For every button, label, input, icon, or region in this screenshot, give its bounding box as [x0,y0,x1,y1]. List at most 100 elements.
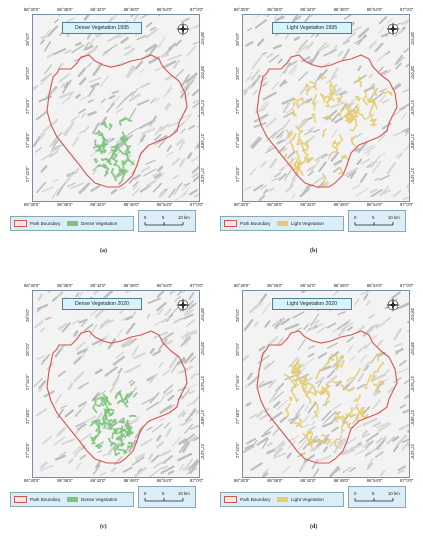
map-panel-4: Light Vegetation 2020 86°30'0" 86°30'0" 86°… [214,276,420,550]
x-tick-label-top: 86°36'0" [57,7,73,12]
legend: Park Boundary Dense Vegetation [10,216,134,231]
x-tick-label-top: 86°30'0" [24,7,40,12]
vegetation-swatch [277,497,288,503]
y-tick-label-right: 28°6'0" [410,308,415,322]
map-panel-3: Dense Vegetation 2020 86°30'0" 86°30'0" 86°… [4,276,210,550]
y-tick-label-right: 28°6'0" [200,32,205,46]
x-tick-label-bottom: 86°54'0" [366,478,383,483]
map-title: Light Vegetation 1995 [272,22,352,34]
scale-label: 0 [354,215,357,220]
panel-caption: (c) [100,524,107,530]
y-tick-label-left: 27°42'0" [25,442,30,458]
terrain-hillshade [33,15,199,201]
x-tick-label-bottom: 86°42'0" [90,202,106,207]
legend: Park Boundary Light Vegetation [220,216,344,231]
legend-label-boundary: Park Boundary [240,221,271,226]
map-canvas [243,291,409,477]
x-tick-label-top: 86°42'0" [300,283,316,288]
scale-label: 0 [144,215,147,220]
y-tick-label-left: 28°0'0" [235,66,240,80]
y-tick-label-right: 27°48'0" [410,410,415,426]
park-boundary-line [256,330,398,464]
y-tick-label-right: 27°48'0" [200,134,205,150]
y-tick-label-left: 28°6'0" [25,308,30,322]
scale-label: 10 km [178,491,190,496]
x-tick-label-bottom: 86°42'0" [90,478,106,483]
x-tick-label-top: 86°30'0" [24,283,40,288]
x-tick-label-top: 86°30'0" [234,283,250,288]
y-tick-label-right: 27°54'0" [200,100,205,116]
legend: Park Boundary Light Vegetation [220,492,344,507]
y-tick-label-left: 28°0'0" [25,342,30,356]
x-tick-label-bottom: 87°0'0" [400,202,414,207]
x-tick-label-top: 86°48'0" [333,7,350,12]
x-tick-label-top: 86°36'0" [267,7,283,12]
x-tick-label-bottom: 86°54'0" [156,478,173,483]
scale-label: 10 km [178,215,190,220]
x-tick-label-top: 86°42'0" [90,283,106,288]
boundary-swatch [14,496,27,504]
y-tick-label-right: 28°0'0" [200,66,205,80]
y-tick-label-left: 27°48'0" [25,408,30,424]
y-tick-label-right: 28°0'0" [410,342,415,356]
x-tick-label-bottom: 86°48'0" [123,478,140,483]
park-boundary-line [46,54,188,188]
y-tick-label-left: 28°6'0" [25,32,30,46]
y-tick-label-left: 27°42'0" [235,166,240,182]
dense-vegetation-area [93,116,135,186]
y-tick-label-left: 28°6'0" [235,32,240,46]
x-tick-label-bottom: 87°0'0" [190,202,204,207]
x-tick-label-bottom: 86°30'0" [24,478,40,483]
x-tick-label-bottom: 86°36'0" [267,202,283,207]
x-tick-label-top: 86°54'0" [156,7,173,12]
panel-caption: (d) [310,524,318,530]
legend-item-boundary: Park Boundary [14,496,60,504]
y-tick-label-right: 27°54'0" [410,100,415,116]
y-tick-label-right: 28°0'0" [200,342,205,356]
boundary-swatch [14,220,27,228]
legend-label-vegetation: Light Vegetation [291,497,324,502]
y-tick-label-right: 28°6'0" [200,308,205,322]
x-tick-label-top: 86°54'0" [156,283,173,288]
map-canvas [33,291,199,477]
scale-bar: 0 5 10 km [348,210,406,232]
y-tick-label-right: 27°54'0" [410,376,415,392]
x-tick-label-top: 86°42'0" [300,7,316,12]
x-tick-label-top: 86°48'0" [333,283,350,288]
x-tick-label-top: 87°0'0" [400,7,414,12]
x-tick-label-top: 87°0'0" [400,283,414,288]
x-tick-label-top: 86°48'0" [123,7,140,12]
panel-caption: (b) [310,248,318,254]
map-canvas [33,15,199,201]
y-tick-label-right: 27°42'0" [200,444,205,460]
scale-label: 10 km [388,215,400,220]
boundary-swatch [224,220,237,228]
legend-item-boundary: Park Boundary [14,220,60,228]
map-frame [32,290,200,478]
compass-rose-icon [386,22,400,36]
vegetation-swatch [277,221,288,227]
x-tick-label-bottom: 86°54'0" [366,202,383,207]
light-vegetation-area [282,76,393,187]
vegetation-swatch [67,221,78,227]
map-panel-2: Light Vegetation 1995 86°30'0" 86°30'0" 86°… [214,0,420,274]
x-tick-label-top: 87°0'0" [190,283,204,288]
y-tick-label-left: 27°54'0" [25,374,30,390]
x-tick-label-bottom: 86°36'0" [57,478,73,483]
y-tick-label-right: 27°54'0" [200,376,205,392]
x-tick-label-bottom: 86°48'0" [123,202,140,207]
y-tick-label-left: 27°54'0" [235,98,240,114]
y-tick-label-left: 27°48'0" [235,408,240,424]
x-tick-label-bottom: 86°42'0" [300,478,316,483]
y-tick-label-left: 28°0'0" [235,342,240,356]
legend-item-vegetation: Light Vegetation [277,496,324,503]
x-tick-label-bottom: 86°30'0" [24,202,40,207]
map-panel-1: Dense Vegetation 1995 86°30'0" 86°30'0" 86°… [4,0,210,274]
legend-item-boundary: Park Boundary [224,496,270,504]
park-boundary-line [46,330,188,464]
y-tick-label-left: 28°0'0" [25,66,30,80]
scale-label: 0 [144,491,147,496]
legend-label-vegetation: Dense Vegetation [81,221,118,226]
y-tick-label-left: 27°48'0" [235,132,240,148]
y-tick-label-left: 27°54'0" [235,374,240,390]
